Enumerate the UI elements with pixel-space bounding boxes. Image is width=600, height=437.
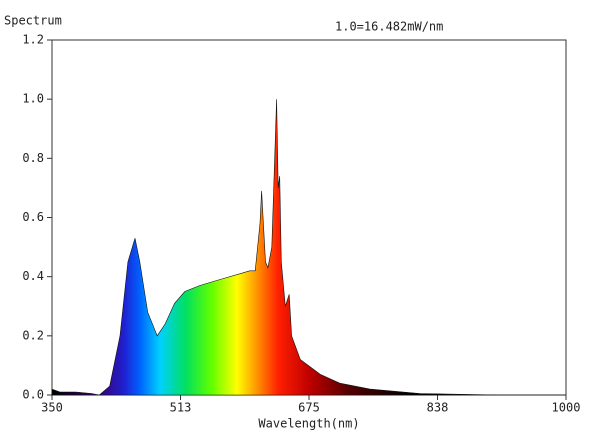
y-tick-label: 1.2 [22, 33, 44, 47]
y-tick-label: 0.4 [22, 269, 44, 283]
y-tick-label: 0.6 [22, 210, 44, 224]
y-tick-label: 0.0 [22, 388, 44, 402]
chart-title: Spectrum [4, 14, 62, 28]
y-tick-label: 0.2 [22, 328, 44, 342]
x-tick-label: 675 [298, 401, 320, 415]
y-tick-label: 1.0 [22, 92, 44, 106]
x-tick-label: 838 [427, 401, 449, 415]
x-axis-label: Wavelength(nm) [258, 417, 359, 431]
x-tick-label: 350 [41, 401, 63, 415]
x-tick-label: 1000 [552, 401, 581, 415]
spectrum-area [51, 99, 566, 396]
x-tick-label: 513 [170, 401, 192, 415]
annotation: 1.0=16.482mW/nm [335, 20, 443, 34]
y-tick-label: 0.8 [22, 151, 44, 165]
